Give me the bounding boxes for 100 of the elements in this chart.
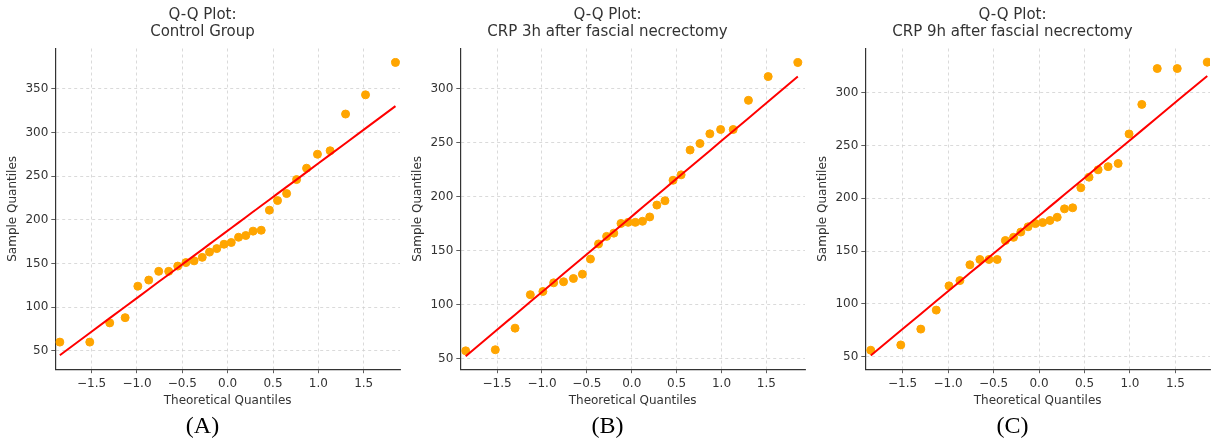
- x-tick-label: −0.5: [167, 375, 197, 390]
- point: [1059, 204, 1069, 214]
- x-tick-label: 0.5: [263, 375, 283, 390]
- point: [248, 226, 258, 236]
- y-tick-label: 200: [430, 188, 454, 203]
- x-tick-label: 0.5: [667, 375, 687, 390]
- chart-title: Q-Q Plot: Control Group: [150, 4, 255, 40]
- x-tick-label: −1.5: [482, 375, 512, 390]
- point: [197, 252, 207, 262]
- point: [1202, 57, 1210, 67]
- point: [1068, 203, 1078, 213]
- point: [716, 124, 726, 134]
- y-tick-label: 300: [25, 124, 49, 139]
- x-tick-label: 1.0: [1120, 375, 1140, 390]
- y-tick-label: 100: [25, 299, 49, 314]
- y-tick-label: 50: [843, 348, 859, 363]
- point: [568, 274, 578, 283]
- point: [461, 346, 471, 356]
- point: [1076, 183, 1086, 193]
- x-tick-label: 0.0: [622, 375, 642, 390]
- point: [638, 216, 648, 226]
- point: [361, 90, 371, 100]
- point: [630, 217, 640, 227]
- point: [282, 189, 292, 199]
- line-series: [58, 105, 397, 357]
- point: [685, 145, 695, 155]
- point: [341, 109, 351, 119]
- point: [1113, 158, 1123, 168]
- chart-title: Q-Q Plot: CRP 9h after fascial necrectomy: [892, 4, 1133, 40]
- point: [205, 247, 215, 257]
- chart-title: Q-Q Plot: CRP 3h after fascial necrectomy: [487, 4, 728, 40]
- point: [695, 139, 705, 149]
- point: [1137, 99, 1147, 109]
- point: [55, 337, 65, 347]
- y-tick-label: 250: [835, 137, 859, 152]
- point: [510, 323, 520, 333]
- point: [965, 260, 975, 270]
- y-tick-label: 50: [33, 342, 49, 357]
- x-tick-label: −1.0: [527, 375, 557, 390]
- point: [85, 337, 95, 347]
- x-tick-label: 0.0: [218, 375, 238, 390]
- point: [705, 129, 715, 139]
- point: [1045, 215, 1055, 225]
- point: [763, 72, 773, 82]
- y-tick-label: 200: [25, 211, 49, 226]
- point: [189, 256, 199, 266]
- point: [1124, 129, 1134, 139]
- point: [660, 196, 670, 206]
- text: (C): [995, 412, 1030, 439]
- y-tick-label: 150: [430, 242, 454, 257]
- x-tick-label: 1.0: [308, 375, 328, 390]
- x-tick-label: −0.5: [978, 375, 1009, 390]
- x-axis-title: Theoretical Quantiles: [972, 392, 1102, 407]
- x-tick-label: −0.5: [572, 375, 602, 390]
- point: [490, 345, 500, 355]
- x-axis-title: Theoretical Quantiles: [567, 392, 697, 407]
- point: [219, 239, 229, 249]
- point: [264, 205, 274, 215]
- point: [896, 340, 906, 350]
- point: [916, 324, 926, 334]
- point: [1103, 162, 1113, 172]
- point: [577, 269, 587, 279]
- y-tick-label: 150: [25, 255, 49, 270]
- point: [652, 200, 662, 210]
- point: [120, 313, 130, 323]
- point: [992, 254, 1002, 264]
- point: [234, 232, 244, 242]
- point: [133, 281, 143, 291]
- y-tick-label: 350: [25, 80, 49, 95]
- y-tick-label: 250: [25, 168, 49, 183]
- y-tick-label: 100: [835, 295, 859, 310]
- point: [256, 225, 266, 235]
- x-tick-label: 1.0: [711, 375, 732, 390]
- point: [866, 345, 876, 355]
- point: [743, 95, 753, 105]
- x-tick-label: 1.5: [354, 375, 374, 390]
- point: [1172, 64, 1182, 74]
- point: [931, 305, 941, 315]
- y-tick-label: 300: [835, 84, 859, 99]
- point: [154, 266, 164, 276]
- x-tick-label: −1.5: [888, 375, 918, 390]
- x-tick-label: 0.5: [1074, 375, 1095, 390]
- y-axis-title: Sample Quantiles: [410, 155, 425, 262]
- y-tick-label: 300: [430, 80, 454, 95]
- point: [1152, 64, 1162, 74]
- point: [585, 254, 595, 264]
- point: [975, 254, 985, 264]
- x-tick-label: −1.0: [933, 375, 963, 390]
- text: (A): [184, 412, 221, 439]
- point: [645, 212, 655, 222]
- point: [144, 275, 154, 285]
- point: [390, 57, 400, 67]
- x-tick-label: 1.5: [756, 375, 776, 390]
- y-tick-label: 50: [438, 350, 454, 365]
- point: [212, 244, 222, 254]
- point: [793, 58, 803, 68]
- point: [273, 196, 283, 206]
- y-axis-title: Sample Quantiles: [5, 155, 20, 262]
- point: [226, 237, 236, 247]
- point: [525, 290, 535, 300]
